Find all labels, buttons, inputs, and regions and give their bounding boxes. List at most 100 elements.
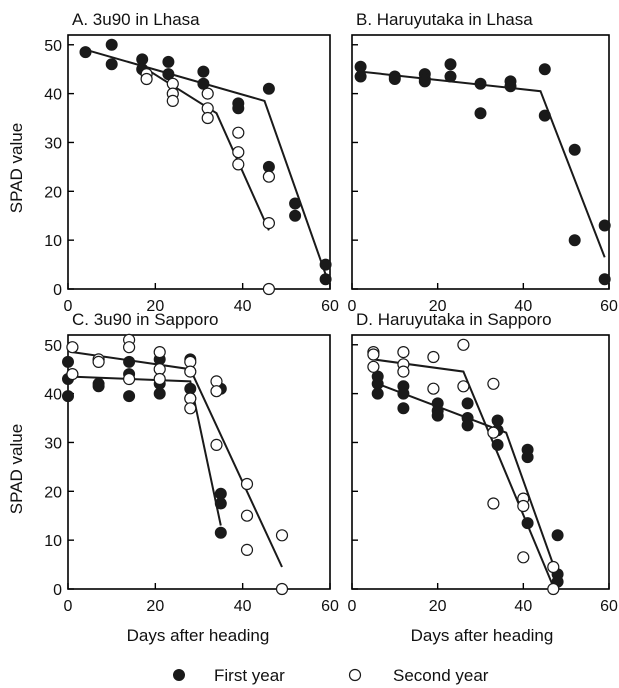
data-point-second-year: [427, 350, 440, 364]
data-point-second-year: [201, 87, 214, 100]
data-point-second-year: [123, 372, 136, 386]
x-tick-label: 20: [146, 298, 164, 315]
data-point-second-year: [232, 146, 245, 159]
data-point-second-year: [427, 382, 440, 395]
x-tick-label: 40: [514, 598, 532, 615]
data-point-second-year: [457, 380, 470, 393]
panel-title: A. 3u90 in Lhasa: [72, 10, 200, 29]
data-point-second-year: [517, 499, 530, 513]
data-point-first-year: [92, 380, 105, 393]
data-point-first-year: [521, 451, 534, 464]
data-point-first-year: [197, 65, 210, 78]
plot-frame: [67, 34, 331, 290]
x-tick-label: 60: [321, 298, 339, 315]
data-point-first-year: [79, 46, 92, 59]
data-point-second-year: [201, 111, 214, 125]
y-tick-label: 40: [44, 387, 62, 404]
data-point-second-year: [92, 355, 105, 368]
data-point-second-year: [184, 365, 197, 378]
data-point-first-year: [153, 387, 166, 400]
data-point-second-year: [66, 341, 79, 354]
data-point-first-year: [62, 390, 74, 403]
data-point-first-year: [444, 58, 457, 71]
legend-marker-second-year: [348, 668, 362, 682]
y-tick-label: 40: [44, 87, 62, 104]
data-point-second-year: [240, 509, 254, 522]
data-point-second-year: [457, 338, 470, 351]
data-point-first-year: [105, 38, 118, 51]
data-point-first-year: [461, 397, 474, 410]
data-point-first-year: [262, 82, 275, 95]
data-point-second-year: [262, 170, 275, 183]
data-point-second-year: [262, 282, 275, 296]
data-point-second-year: [210, 385, 223, 398]
y-tick-label: 30: [44, 135, 62, 152]
x-tick-label: 40: [234, 298, 252, 315]
data-point-first-year: [397, 387, 410, 400]
y-axis-label-bottom: SPAD value: [7, 424, 26, 514]
panel-a: A. 3u90 in Lhasa 0 20 40 60 0 10 20 30 40 50: [44, 10, 339, 315]
x-tick-label: 20: [429, 598, 447, 615]
data-point-second-year: [66, 368, 79, 381]
data-point-first-year: [319, 258, 332, 271]
data-point-second-year: [275, 529, 289, 542]
data-point-first-year: [62, 355, 74, 368]
data-point-first-year: [431, 409, 444, 422]
x-tick-label: 0: [348, 298, 357, 315]
panels: A. 3u90 in Lhasa 0 20 40 60 0 10 20 30 40 50 B. Har…: [44, 10, 618, 615]
y-axis-label-top: SPAD value: [7, 123, 26, 213]
y-tick-label: 50: [44, 338, 62, 355]
data-point-first-year: [354, 70, 367, 83]
data-point-second-year: [153, 372, 166, 386]
data-point-first-year: [214, 526, 227, 539]
data-point-first-year: [105, 58, 118, 71]
data-point-first-year: [289, 197, 302, 210]
data-point-first-year: [474, 77, 487, 90]
data-point-first-year: [504, 80, 517, 93]
panel-title: C. 3u90 in Sapporo: [72, 310, 219, 329]
data-point-first-year: [388, 73, 401, 85]
data-point-first-year: [538, 109, 551, 122]
data-point-second-year: [166, 94, 179, 108]
panel-title: B. Haruyutaka in Lhasa: [356, 10, 533, 29]
plot-frame: [67, 334, 331, 590]
data-point-second-year: [487, 377, 500, 390]
data-point-second-year: [397, 365, 410, 378]
data-point-second-year: [240, 477, 254, 491]
x-tick-label: 0: [348, 598, 357, 615]
plot-frame: [351, 334, 610, 590]
data-point-first-year: [598, 273, 611, 286]
data-point-first-year: [123, 390, 136, 403]
x-axis-label-right: Days after heading: [411, 626, 554, 645]
data-point-second-year: [153, 346, 166, 359]
panel-c: C. 3u90 in Sapporo 0 20 40 60 0 10 20 30 40 50: [44, 310, 339, 615]
data-point-second-year: [397, 346, 410, 359]
data-point-second-year: [275, 582, 289, 596]
data-point-second-year: [517, 551, 530, 564]
data-point-first-year: [319, 273, 332, 286]
data-point-second-year: [240, 543, 254, 557]
data-point-first-year: [444, 70, 457, 83]
data-point-first-year: [491, 438, 504, 451]
y-tick-label: 10: [44, 233, 62, 250]
data-point-first-year: [371, 387, 384, 400]
data-point-first-year: [521, 517, 534, 530]
data-point-second-year: [487, 497, 500, 510]
panel-d: D. Haruyutaka in Sapporo 0 20 40 60: [348, 310, 618, 615]
data-point-first-year: [123, 355, 136, 368]
x-tick-label: 0: [64, 298, 73, 315]
x-tick-label: 40: [234, 598, 252, 615]
data-point-second-year: [140, 72, 153, 86]
y-tick-label: 20: [44, 184, 62, 201]
x-tick-label: 60: [600, 298, 618, 315]
data-point-first-year: [568, 143, 581, 156]
data-point-first-year: [568, 234, 581, 247]
data-point-second-year: [262, 217, 275, 230]
data-point-second-year: [367, 360, 380, 373]
data-point-first-year: [551, 529, 564, 542]
panel-b: B. Haruyutaka in Lhasa 0 20 40 60: [348, 10, 618, 315]
data-point-second-year: [547, 582, 560, 596]
data-point-second-year: [184, 402, 197, 415]
y-tick-label: 20: [44, 484, 62, 501]
data-point-first-year: [214, 497, 227, 510]
